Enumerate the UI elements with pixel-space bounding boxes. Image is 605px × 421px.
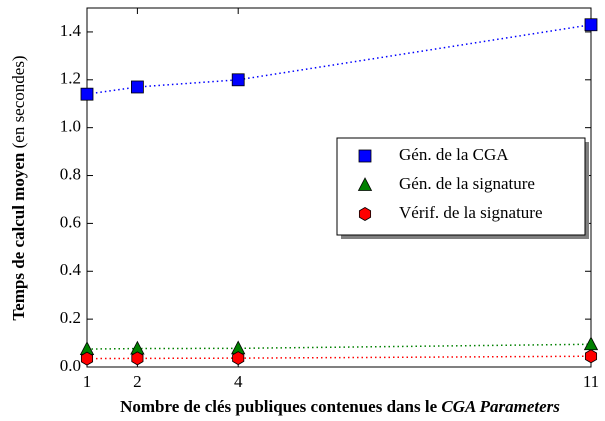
legend-label: Gén. de la CGA	[399, 145, 509, 164]
legend-marker	[358, 149, 372, 163]
marker	[130, 80, 144, 94]
y-tick-label: 0.6	[60, 212, 81, 231]
plot-area	[86, 7, 592, 368]
marker	[584, 18, 598, 32]
legend	[336, 137, 586, 236]
marker	[232, 351, 245, 366]
x-tick-label: 2	[133, 372, 142, 391]
y-tick-label: 1.0	[60, 117, 81, 136]
series-line	[86, 343, 592, 350]
legend-label: Gén. de la signature	[399, 174, 535, 193]
series-line	[86, 24, 592, 95]
y-label-unit: (en secondes)	[9, 55, 28, 148]
marker	[131, 351, 144, 366]
marker	[80, 351, 94, 366]
x-tick-label: 1	[83, 372, 92, 391]
marker	[80, 87, 94, 101]
y-tick-label: 0.2	[60, 308, 81, 327]
y-tick-label: 0.4	[60, 260, 82, 279]
y-tick-label: 1.2	[60, 69, 81, 88]
series-line	[86, 355, 592, 360]
y-tick-label: 0.0	[60, 356, 81, 375]
x-tick-label: 4	[234, 372, 243, 391]
marker	[583, 336, 599, 351]
legend-label: Vérif. de la signature	[399, 203, 543, 222]
marker	[231, 73, 245, 87]
x-label-text: Nombre de clés publiques contenues dans …	[120, 397, 438, 416]
marker	[584, 349, 598, 364]
y-tick-label: 1.4	[60, 21, 82, 40]
x-axis-label: Nombre de clés publiques contenues dans …	[120, 397, 560, 416]
legend-marker	[358, 207, 372, 221]
x-tick-label: 11	[583, 372, 599, 391]
x-label-emphasis: CGA Parameters	[441, 397, 560, 416]
legend-marker	[357, 177, 373, 191]
y-label-text: Temps de calcul moyen	[9, 152, 28, 321]
y-axis-label: Temps de calcul moyen (en secondes)	[9, 55, 28, 320]
y-tick-label: 0.8	[60, 164, 81, 183]
